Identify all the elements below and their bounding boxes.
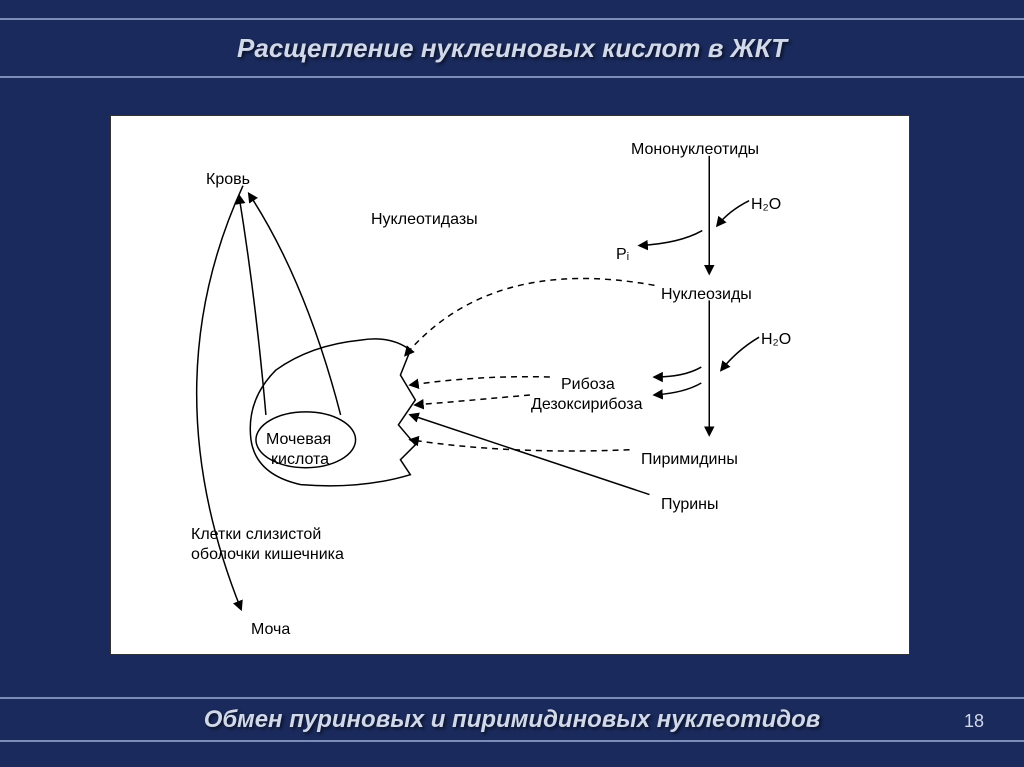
label-urine: Моча: [251, 621, 290, 639]
label-pi: Pᵢ: [616, 246, 629, 264]
label-mononucleotides: Мононуклеотиды: [631, 141, 759, 159]
label-ribose: Рибоза: [561, 376, 615, 394]
label-h2o_1: H₂O: [751, 196, 781, 214]
diagram-panel: Мононуклеотиды Кровь Нуклеотидазы H₂O Pᵢ Нукл…: [110, 115, 910, 655]
arrow-2: [640, 231, 703, 246]
footer-text: Обмен пуриновых и пиримидиновых нуклеоти…: [204, 706, 821, 734]
arrow-4: [721, 337, 759, 370]
arrow-5: [654, 367, 701, 377]
arrow-9: [405, 278, 654, 355]
arrow-12: [410, 440, 629, 451]
label-nucleotidases: Нуклеотидазы: [371, 211, 478, 229]
arrow-13: [239, 196, 266, 415]
label-blood: Кровь: [206, 171, 250, 189]
label-deoxyribose: Дезоксирибоза: [531, 396, 643, 414]
label-uric_acid_l1: Мочевая: [266, 431, 331, 449]
page-number: 18: [964, 711, 984, 732]
label-pyrimidines: Пиримидины: [641, 451, 738, 469]
label-uric_acid_l2: кислота: [271, 451, 329, 469]
label-mucosa_l2: оболочки кишечника: [191, 546, 344, 564]
diagram-svg: [111, 116, 909, 654]
label-h2o_2: H₂O: [761, 331, 791, 349]
arrow-1: [717, 201, 749, 226]
label-nucleosides: Нуклеозиды: [661, 286, 752, 304]
arrow-10: [410, 377, 549, 385]
arrow-6: [654, 383, 701, 395]
arrow-11: [415, 395, 530, 405]
footer-bar: Обмен пуриновых и пиримидиновых нуклеоти…: [0, 697, 1024, 742]
label-purines: Пурины: [661, 496, 719, 514]
slide-title: Расщепление нуклеиновых кислот в ЖКТ: [237, 33, 787, 64]
label-mucosa_l1: Клетки слизистой: [191, 526, 321, 544]
title-bar: Расщепление нуклеиновых кислот в ЖКТ: [0, 18, 1024, 78]
arrow-7: [410, 415, 649, 495]
